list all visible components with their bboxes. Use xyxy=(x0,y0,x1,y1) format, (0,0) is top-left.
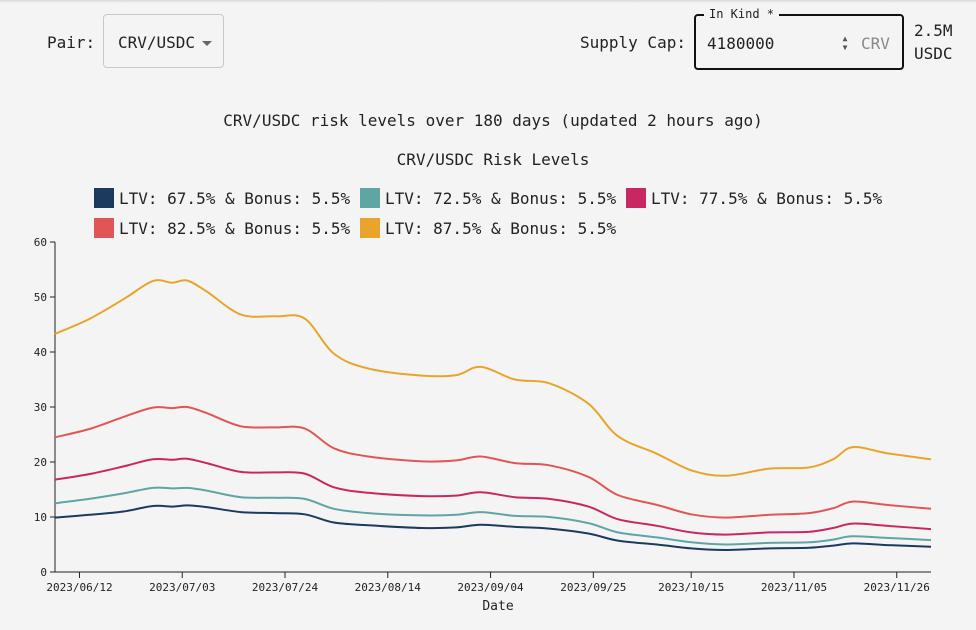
x-tick-label-4: 2023/08/14 xyxy=(355,581,422,594)
y-tick-label-60: 60 xyxy=(34,236,47,249)
pair-select-value: CRV/USDC xyxy=(118,33,196,52)
x-tick-label-7: 2023/10/15 xyxy=(658,581,724,594)
y-tick-label-50: 50 xyxy=(34,291,47,304)
supply-cap-unit: CRV xyxy=(861,34,890,53)
legend-label-4: LTV: 82.5% & Bonus: 5.5% xyxy=(119,219,351,238)
supply-cap-usd-unit: USDC xyxy=(914,44,953,63)
y-tick-label-20: 20 xyxy=(34,456,47,469)
legend-label-1: LTV: 67.5% & Bonus: 5.5% xyxy=(119,189,351,208)
pair-label: Pair: xyxy=(47,33,96,52)
legend-label-5: LTV: 87.5% & Bonus: 5.5% xyxy=(385,219,617,238)
y-tick-label-40: 40 xyxy=(34,346,47,359)
x-tick-label-8: 2023/11/05 xyxy=(761,581,827,594)
x-tick-label-5: 2023/09/04 xyxy=(457,581,524,594)
series-line-5 xyxy=(54,279,932,477)
number-spinner-icon[interactable]: ▲ ▼ xyxy=(842,34,848,52)
supply-cap-input[interactable]: In Kind * 4180000 ▲ ▼ CRV xyxy=(694,7,904,70)
chart-title: CRV/USDC Risk Levels xyxy=(397,150,590,169)
series-line-4 xyxy=(54,405,932,519)
supply-cap-legend: In Kind * xyxy=(704,7,780,21)
chart-subtitle: CRV/USDC risk levels over 180 days (upda… xyxy=(223,111,763,130)
x-tick-label-3: 2023/07/24 xyxy=(252,581,319,594)
supply-cap-value[interactable]: 4180000 xyxy=(707,34,775,53)
y-tick-label-10: 10 xyxy=(34,511,47,524)
x-tick-label-6: 2023/09/25 xyxy=(560,581,626,594)
legend-label-2: LTV: 72.5% & Bonus: 5.5% xyxy=(385,189,617,208)
legend-swatch-1 xyxy=(94,188,114,208)
legend-swatch-2 xyxy=(360,188,380,208)
legend-swatch-5 xyxy=(360,218,380,238)
x-axis-label: Date xyxy=(482,599,513,614)
x-tick-label-9: 2023/11/26 xyxy=(864,581,930,594)
risk-levels-chart: CRV/USDC Risk Levels LTV: 67.5% & Bonus: … xyxy=(34,150,932,614)
top-shadow xyxy=(0,0,976,3)
series-line-1 xyxy=(54,504,932,551)
supply-cap-usd-amount: 2.5M xyxy=(914,21,953,40)
legend-label-3: LTV: 77.5% & Bonus: 5.5% xyxy=(651,189,883,208)
x-tick-label-1: 2023/06/12 xyxy=(46,581,112,594)
x-tick-label-2: 2023/07/03 xyxy=(149,581,215,594)
pair-select[interactable]: CRV/USDC xyxy=(103,14,224,68)
legend-swatch-4 xyxy=(94,218,114,238)
supply-cap-label: Supply Cap: xyxy=(580,33,686,52)
legend-swatch-3 xyxy=(626,188,646,208)
caret-down-icon xyxy=(202,41,212,46)
y-tick-label-0: 0 xyxy=(40,566,47,579)
series-line-2 xyxy=(54,486,932,546)
y-tick-label-30: 30 xyxy=(34,401,47,414)
series-line-3 xyxy=(54,457,932,536)
